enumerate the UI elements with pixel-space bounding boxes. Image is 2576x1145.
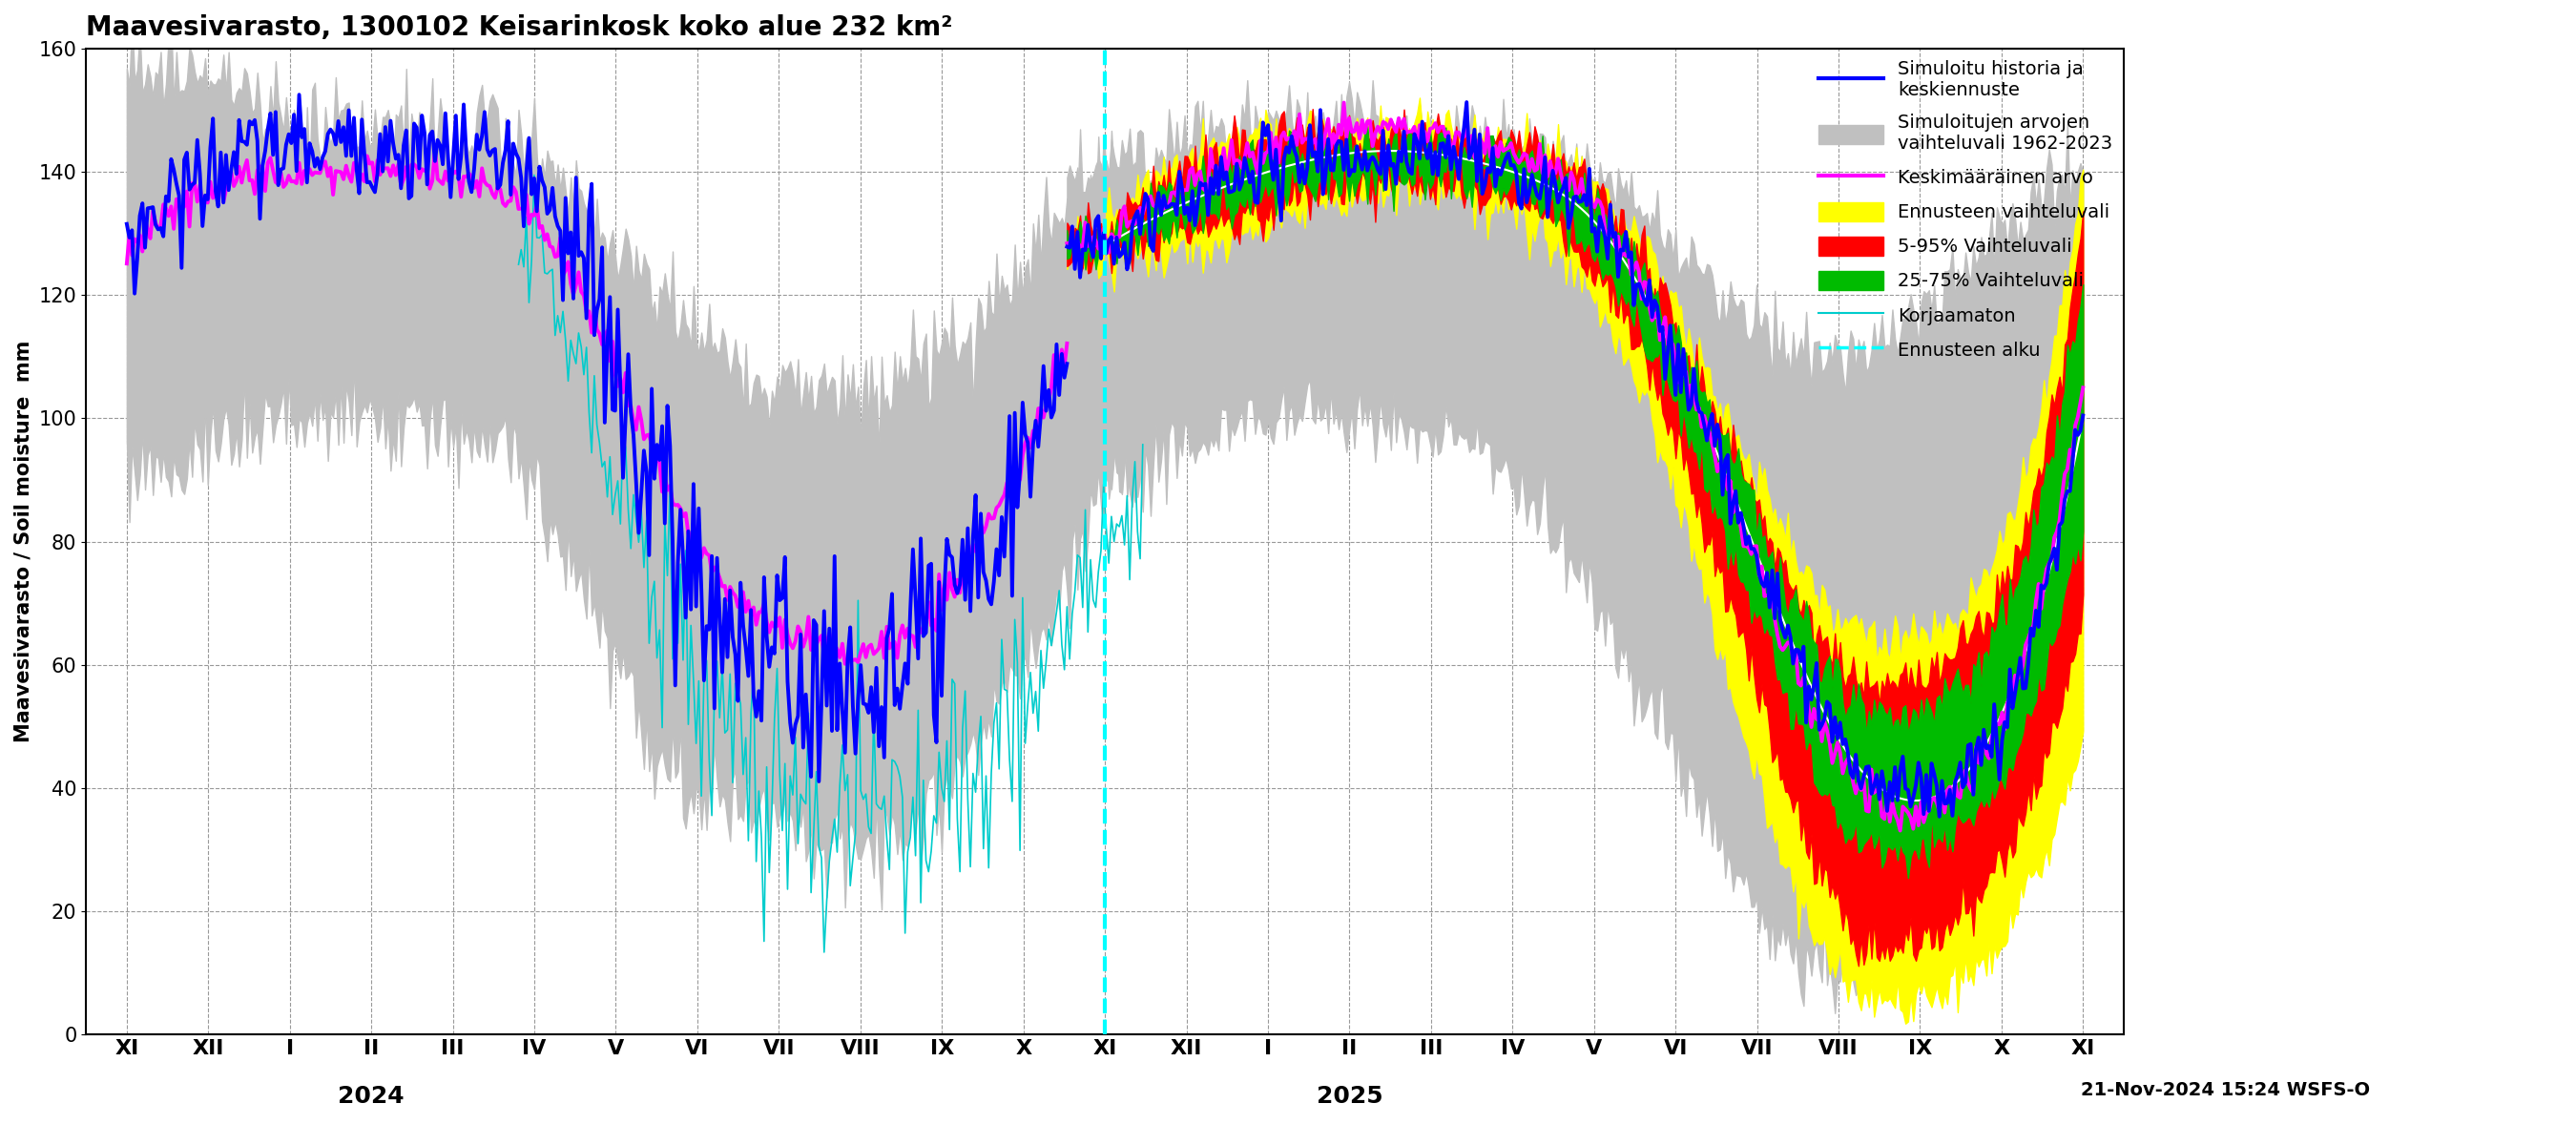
Text: 2024: 2024 bbox=[337, 1085, 404, 1108]
Legend: Simuloitu historia ja
keskiennuste, Simuloitujen arvojen
vaihteluvali 1962-2023,: Simuloitu historia ja keskiennuste, Simu… bbox=[1811, 53, 2120, 366]
Text: Maavesivarasto, 1300102 Keisarinkosk koko alue 232 km²: Maavesivarasto, 1300102 Keisarinkosk kok… bbox=[85, 14, 953, 41]
Y-axis label: Maavesivarasto / Soil moisture  mm: Maavesivarasto / Soil moisture mm bbox=[15, 340, 33, 743]
Text: 21-Nov-2024 15:24 WSFS-O: 21-Nov-2024 15:24 WSFS-O bbox=[2081, 1081, 2370, 1099]
Text: 2025: 2025 bbox=[1316, 1085, 1383, 1108]
